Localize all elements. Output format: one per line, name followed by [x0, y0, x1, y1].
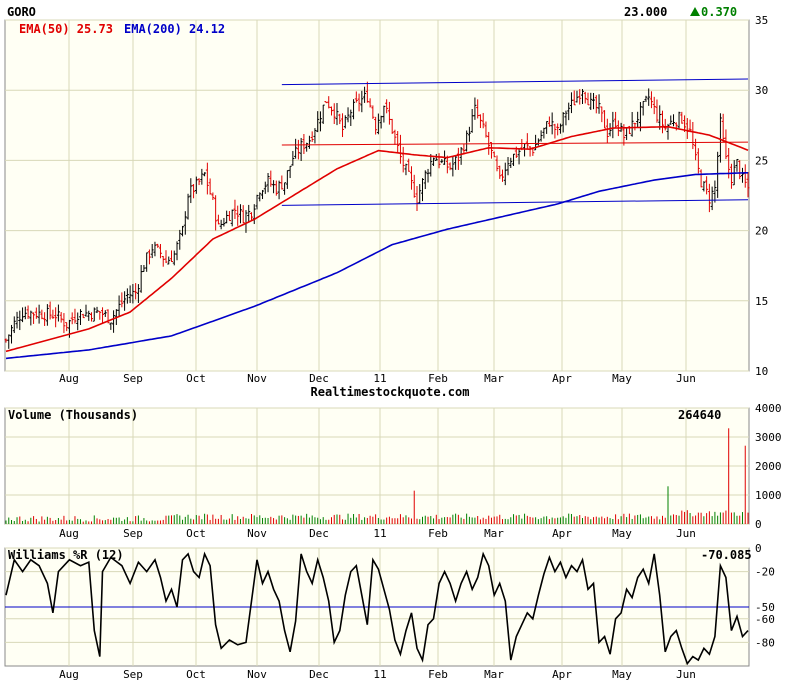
month-label: Sep — [123, 527, 143, 540]
month-label: 11 — [373, 527, 386, 540]
williams-axis: 0 -20 -50-60 -80 — [755, 542, 775, 649]
upper-trendline — [281, 78, 749, 86]
price-tick-label: 30 — [755, 84, 768, 97]
month-label: Feb — [428, 372, 448, 385]
williams-last-value: -70.085 — [701, 548, 752, 562]
volume-bars — [5, 428, 749, 524]
month-label: May — [612, 372, 632, 385]
lower-trendline — [281, 199, 749, 206]
volume-tick-label: 0 — [755, 518, 762, 531]
month-label: Aug — [59, 372, 79, 385]
month-label: Dec — [309, 527, 329, 540]
volume-tick-label: 2000 — [755, 460, 782, 473]
month-label: Aug — [59, 527, 79, 540]
williams-tick-label: -80 — [755, 636, 775, 649]
price-bars — [4, 81, 750, 349]
watermark: Realtimestockquote.com — [311, 385, 470, 399]
williams-month-axis: Aug Sep Oct Nov Dec 11 Feb Mar Apr May Jun — [59, 668, 696, 680]
williams-lines — [5, 551, 749, 666]
volume-tick-label: 3000 — [755, 431, 782, 444]
ema200-line — [5, 172, 748, 360]
month-label: May — [612, 668, 632, 680]
williams-tick-label: -50 — [755, 601, 775, 614]
month-label: Mar — [484, 668, 504, 680]
month-label: Sep — [123, 668, 143, 680]
price-change: 0.370 — [701, 5, 737, 19]
price-overlays — [5, 78, 749, 360]
williams-line — [5, 551, 749, 666]
price-tick-label: 35 — [755, 14, 768, 27]
last-price: 23.000 — [624, 5, 667, 19]
resistance-line — [281, 141, 749, 146]
volume-title: Volume (Thousands) — [8, 408, 138, 422]
volume-tick-label: 1000 — [755, 489, 782, 502]
month-label: Jun — [676, 527, 696, 540]
price-axis: 10 15 20 25 30 35 — [755, 14, 768, 378]
month-label: Oct — [186, 372, 206, 385]
month-label: Jun — [676, 372, 696, 385]
ema200-legend: EMA(200) 24.12 — [124, 22, 225, 36]
month-label: Apr — [552, 372, 572, 385]
month-label: Jun — [676, 668, 696, 680]
month-label: Feb — [428, 668, 448, 680]
month-label: Aug — [59, 668, 79, 680]
up-triangle-icon — [690, 7, 700, 16]
price-tick-label: 20 — [755, 225, 768, 238]
month-label: 11 — [373, 372, 386, 385]
month-label: Nov — [247, 668, 267, 680]
month-label: Mar — [484, 527, 504, 540]
month-label: Nov — [247, 527, 267, 540]
volume-month-axis: Aug Sep Oct Nov Dec 11 Feb Mar Apr May Jun — [59, 527, 696, 540]
ema50-line — [5, 125, 749, 353]
month-label: Dec — [309, 372, 329, 385]
month-label: May — [612, 527, 632, 540]
volume-tick-label: 4000 — [755, 402, 782, 415]
williams-tick-label: -20 — [755, 566, 775, 579]
price-tick-label: 25 — [755, 154, 768, 167]
williams-title: Williams %R (12) — [8, 548, 124, 562]
month-label: Oct — [186, 527, 206, 540]
ema50-legend: EMA(50) 25.73 — [19, 22, 113, 36]
month-label: Apr — [552, 527, 572, 540]
price-tick-label: 10 — [755, 365, 768, 378]
month-label: Dec — [309, 668, 329, 680]
month-label: 11 — [373, 668, 386, 680]
price-tick-label: 15 — [755, 295, 768, 308]
month-label: Sep — [123, 372, 143, 385]
williams-tick-label: -60 — [755, 613, 775, 626]
volume-axis: 0 1000 2000 3000 4000 — [755, 402, 782, 531]
month-label: Mar — [484, 372, 504, 385]
volume-grid — [5, 407, 749, 525]
month-label: Apr — [552, 668, 572, 680]
price-month-axis: Aug Sep Oct Nov Dec 11 Feb Mar Apr May Jun — [59, 372, 696, 385]
month-label: Feb — [428, 527, 448, 540]
month-label: Nov — [247, 372, 267, 385]
volume-last-value: 264640 — [678, 408, 721, 422]
williams-tick-label: 0 — [755, 542, 762, 555]
month-label: Oct — [186, 668, 206, 680]
ticker-symbol: GORO — [7, 5, 36, 19]
